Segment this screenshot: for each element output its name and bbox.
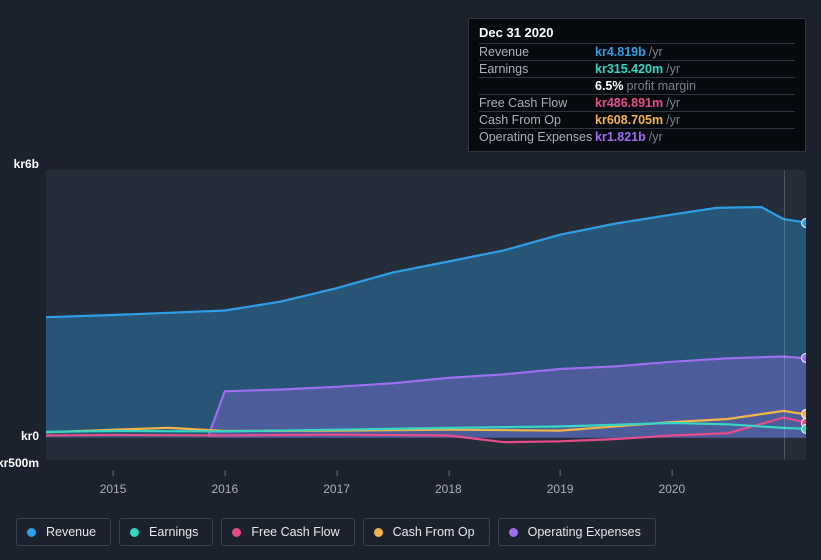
legend-label: Free Cash Flow	[251, 525, 339, 539]
x-axis-label: 2020	[659, 482, 686, 496]
tooltip-label: Revenue	[479, 45, 595, 59]
tooltip-value: kr4.819b/yr	[595, 45, 663, 59]
legend-dot-icon	[374, 528, 383, 537]
chart-plot[interactable]	[46, 170, 806, 460]
tooltip-label: Free Cash Flow	[479, 96, 595, 110]
legend-item-revenue[interactable]: Revenue	[16, 518, 111, 546]
x-axis-label: 2017	[323, 482, 350, 496]
tooltip-value: kr486.891m/yr	[595, 96, 680, 110]
tooltip-panel: Dec 31 2020 Revenuekr4.819b/yrEarningskr…	[468, 18, 806, 152]
tooltip-label: Earnings	[479, 62, 595, 76]
legend-item-fcf[interactable]: Free Cash Flow	[221, 518, 354, 546]
x-axis-label: 2019	[547, 482, 574, 496]
y-axis-label: kr6b	[0, 157, 39, 171]
legend-dot-icon	[232, 528, 241, 537]
tooltip-row: Operating Expenseskr1.821b/yr	[479, 128, 795, 145]
tooltip-label: Operating Expenses	[479, 130, 595, 144]
legend-label: Earnings	[149, 525, 198, 539]
earnings-end-marker	[801, 424, 806, 434]
tooltip-label: Cash From Op	[479, 113, 595, 127]
tooltip-row: Free Cash Flowkr486.891m/yr	[479, 94, 795, 111]
legend-item-cfo[interactable]: Cash From Op	[363, 518, 490, 546]
legend-label: Operating Expenses	[528, 525, 641, 539]
tooltip-date: Dec 31 2020	[479, 25, 795, 43]
legend-dot-icon	[27, 528, 36, 537]
tooltip-row: 6.5%profit margin	[479, 77, 795, 94]
legend: Revenue Earnings Free Cash Flow Cash From O…	[16, 518, 656, 546]
tooltip-row: Cash From Opkr608.705m/yr	[479, 111, 795, 128]
tooltip-row: Earningskr315.420m/yr	[479, 60, 795, 77]
tooltip-value: kr1.821b/yr	[595, 130, 663, 144]
tooltip-row: Revenuekr4.819b/yr	[479, 43, 795, 60]
tooltip-value: kr315.420m/yr	[595, 62, 680, 76]
x-axis-label: 2016	[211, 482, 238, 496]
revenue-end-marker	[801, 218, 806, 228]
chart-wrapper: 201520162017201820192020	[16, 170, 806, 475]
legend-item-opex[interactable]: Operating Expenses	[498, 518, 656, 546]
x-axis-label: 2015	[100, 482, 127, 496]
opex-end-marker	[801, 353, 806, 363]
tooltip-label	[479, 79, 595, 93]
legend-label: Revenue	[46, 525, 96, 539]
x-axis-label: 2018	[435, 482, 462, 496]
legend-dot-icon	[130, 528, 139, 537]
hover-vline	[784, 170, 785, 460]
tooltip-value: 6.5%profit margin	[595, 79, 696, 93]
tooltip-value: kr608.705m/yr	[595, 113, 680, 127]
legend-label: Cash From Op	[393, 525, 475, 539]
x-axis: 2015 2016 2017 2018 2019 2020	[46, 470, 806, 500]
legend-dot-icon	[509, 528, 518, 537]
legend-item-earnings[interactable]: Earnings	[119, 518, 213, 546]
